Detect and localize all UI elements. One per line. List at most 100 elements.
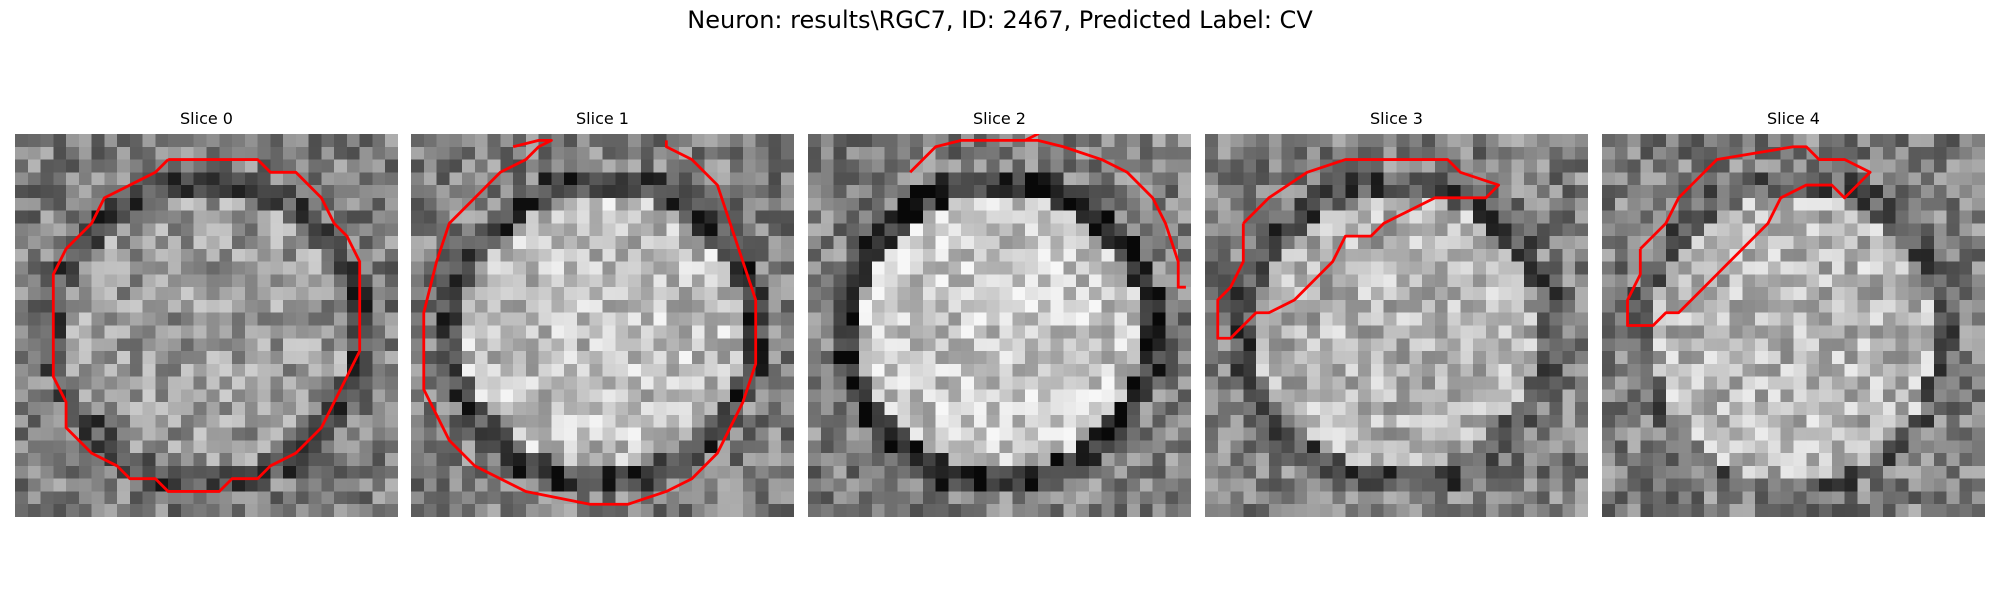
pixel xyxy=(1575,287,1588,301)
pixel xyxy=(1243,338,1257,352)
pixel xyxy=(513,338,527,352)
pixel xyxy=(666,248,680,262)
pixel xyxy=(833,491,847,505)
pixel xyxy=(1307,351,1321,365)
pixel xyxy=(1114,185,1128,199)
contour-line xyxy=(422,138,758,506)
pixel xyxy=(576,134,590,148)
pixel xyxy=(871,376,885,390)
pixel xyxy=(564,389,578,403)
pixel xyxy=(1294,223,1308,237)
pixel xyxy=(922,351,936,365)
pixel xyxy=(53,274,67,288)
pixel xyxy=(27,414,41,428)
pixel xyxy=(564,210,578,224)
pixel xyxy=(551,389,565,403)
pixel xyxy=(538,338,552,352)
pixel xyxy=(1536,376,1550,390)
pixel xyxy=(1383,440,1397,454)
pixel xyxy=(1882,453,1896,467)
pixel xyxy=(129,402,143,416)
pixel xyxy=(564,274,578,288)
pixel xyxy=(525,338,539,352)
pixel xyxy=(538,427,552,441)
pixel xyxy=(1908,223,1922,237)
pixel xyxy=(270,402,284,416)
pixel xyxy=(142,146,156,160)
pixel xyxy=(999,351,1013,365)
pixel xyxy=(653,172,667,186)
pixel xyxy=(1819,338,1833,352)
pixel xyxy=(755,338,769,352)
pixel xyxy=(487,210,501,224)
pixel xyxy=(1498,248,1512,262)
pixel xyxy=(1946,402,1960,416)
pixel xyxy=(1933,465,1947,479)
pixel xyxy=(104,299,118,313)
pixel xyxy=(436,146,450,160)
pixel xyxy=(1665,338,1679,352)
pixel xyxy=(155,440,169,454)
pixel xyxy=(1396,325,1410,339)
pixel xyxy=(781,236,794,250)
pixel xyxy=(1806,223,1820,237)
pixel xyxy=(1447,376,1461,390)
pixel xyxy=(1742,414,1756,428)
pixel xyxy=(27,389,41,403)
pixel xyxy=(973,236,987,250)
pixel xyxy=(576,312,590,326)
pixel xyxy=(78,274,92,288)
pixel xyxy=(666,172,680,186)
pixel xyxy=(1602,325,1616,339)
pixel xyxy=(755,465,769,479)
pixel xyxy=(808,389,822,403)
pixel xyxy=(1281,159,1295,173)
pixel xyxy=(704,478,718,492)
pixel xyxy=(449,312,463,326)
pixel xyxy=(1332,223,1346,237)
pixel xyxy=(999,325,1013,339)
pixel xyxy=(1447,197,1461,211)
pixel xyxy=(1524,465,1538,479)
pixel xyxy=(615,427,629,441)
pixel xyxy=(1908,236,1922,250)
pixel xyxy=(1025,248,1039,262)
pixel xyxy=(808,465,822,479)
pixel xyxy=(859,389,873,403)
pixel xyxy=(910,274,924,288)
pixel xyxy=(1473,351,1487,365)
pixel xyxy=(986,274,1000,288)
pixel xyxy=(1101,325,1115,339)
pixel xyxy=(846,376,860,390)
pixel xyxy=(359,146,373,160)
pixel xyxy=(1549,299,1563,313)
pixel xyxy=(1319,491,1333,505)
pixel xyxy=(257,312,271,326)
pixel xyxy=(1755,134,1769,148)
pixel xyxy=(1370,274,1384,288)
pixel xyxy=(436,376,450,390)
pixel xyxy=(576,376,590,390)
pixel xyxy=(973,325,987,339)
pixel xyxy=(474,261,488,275)
pixel xyxy=(833,223,847,237)
pixel xyxy=(1767,491,1781,505)
pixel xyxy=(180,414,194,428)
pixel xyxy=(1704,325,1718,339)
pixel xyxy=(1524,491,1538,505)
pixel xyxy=(1742,351,1756,365)
pixel xyxy=(1767,312,1781,326)
pixel xyxy=(1602,338,1616,352)
pixel xyxy=(219,491,233,505)
pixel xyxy=(717,363,731,377)
pixel xyxy=(1139,465,1153,479)
pixel xyxy=(462,465,476,479)
pixel xyxy=(1806,299,1820,313)
pixel xyxy=(474,402,488,416)
pixel xyxy=(1076,312,1090,326)
pixel xyxy=(1755,312,1769,326)
pixel xyxy=(1678,402,1692,416)
pixel xyxy=(1870,248,1884,262)
pixel xyxy=(193,146,207,160)
pixel xyxy=(808,402,822,416)
